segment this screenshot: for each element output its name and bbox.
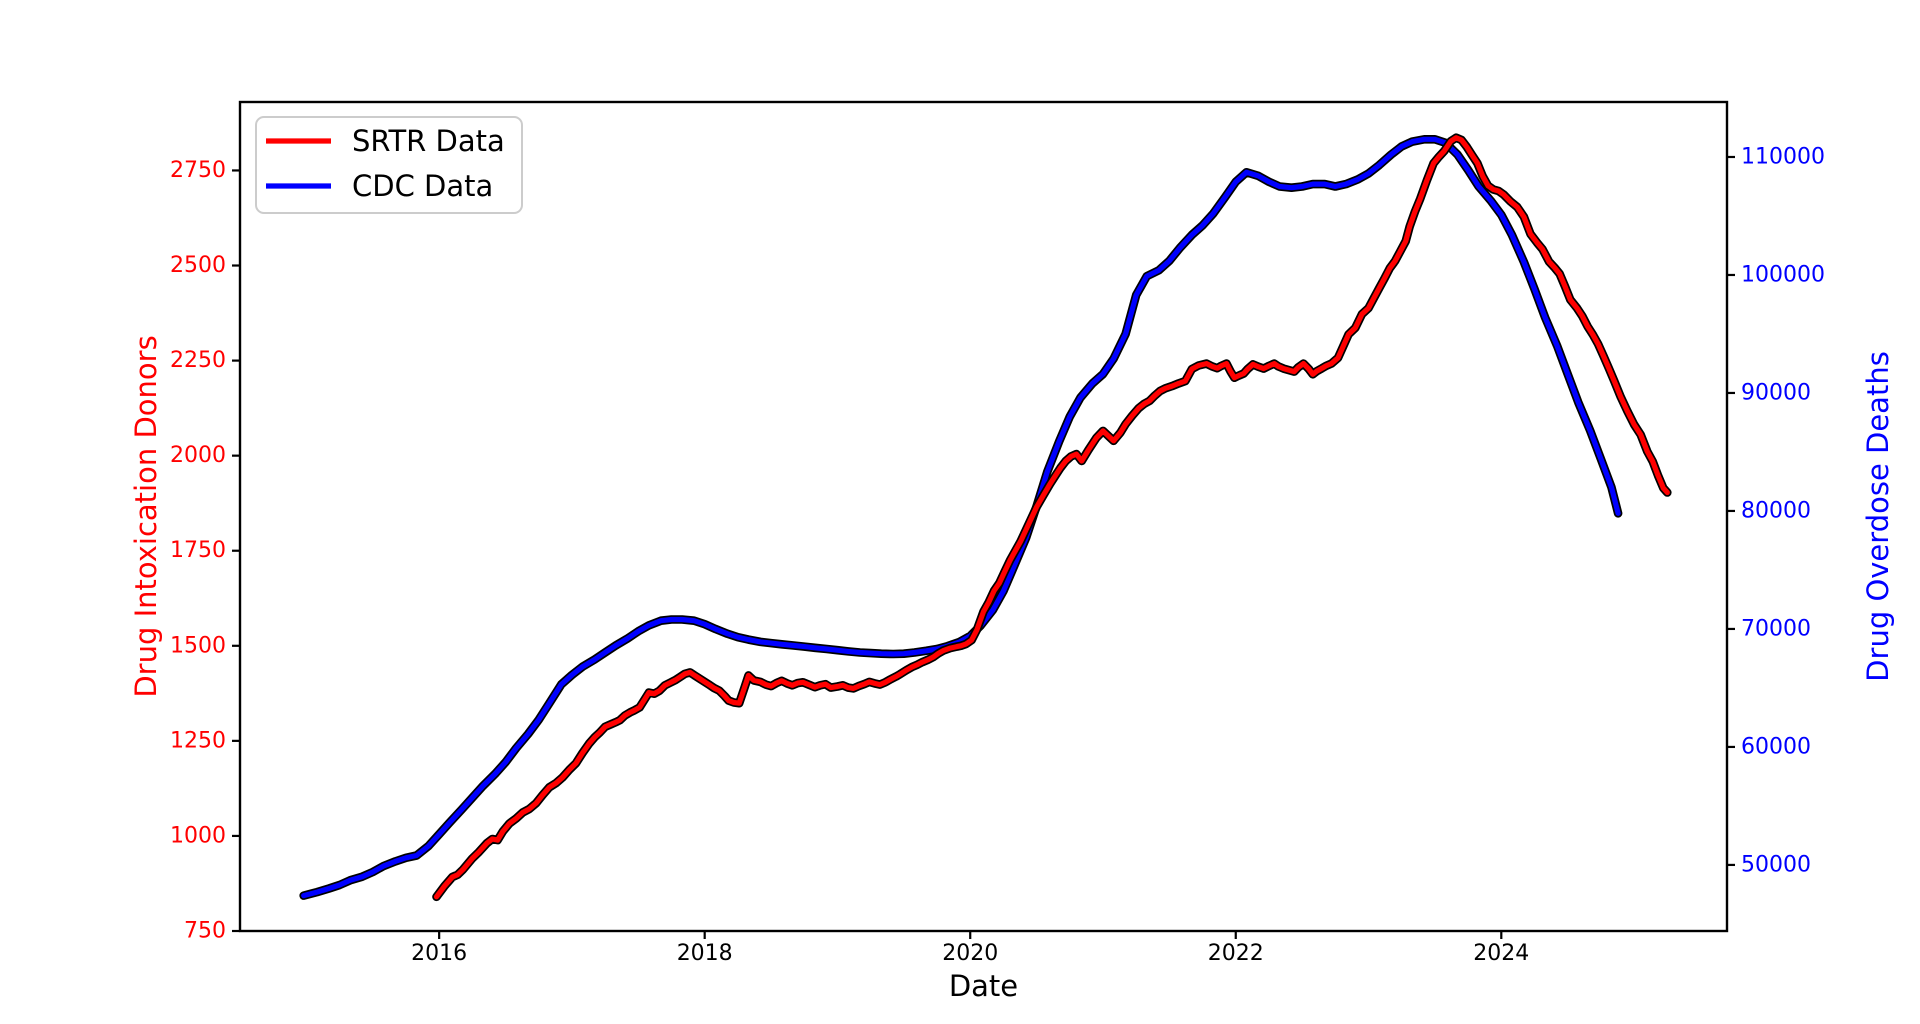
left-axis-tick-label: 2500 (170, 253, 226, 278)
x-axis-tick-label: 2016 (411, 941, 467, 966)
right-axis-tick-label: 70000 (1741, 616, 1811, 641)
left-axis-tick-label: 2000 (170, 443, 226, 468)
right-axis-tick-label: 110000 (1741, 144, 1825, 169)
right-axis-tick-label: 100000 (1741, 262, 1825, 287)
x-axis-tick-label: 2024 (1473, 941, 1529, 966)
right-axis-tick-label: 80000 (1741, 498, 1811, 523)
legend-label-cdc-data: CDC Data (352, 169, 493, 203)
right-axis-label: Drug Overdose Deaths (1861, 351, 1895, 682)
cdc-data-line (301, 136, 1621, 899)
x-axis-tick-label: 2020 (942, 941, 998, 966)
srtr-data-line (433, 135, 1670, 900)
x-axis-label: Date (949, 969, 1018, 1003)
right-axis-tick-label: 60000 (1741, 734, 1811, 759)
left-axis-tick-label: 1000 (170, 823, 226, 848)
left-axis-tick-label: 750 (184, 919, 226, 944)
left-axis-tick-label: 2750 (170, 158, 226, 183)
left-axis-label: Drug Intoxication Donors (129, 335, 163, 697)
left-axis-tick-label: 2250 (170, 348, 226, 373)
legend-label-srtr-data: SRTR Data (352, 124, 505, 158)
x-axis-tick-label: 2018 (677, 941, 733, 966)
left-axis-tick-label: 1500 (170, 633, 226, 658)
plot-border (238, 100, 1729, 933)
right-axis-tick-label: 90000 (1741, 380, 1811, 405)
right-axis-tick-label: 50000 (1741, 852, 1811, 877)
left-axis-tick-label: 1250 (170, 728, 226, 753)
x-axis-tick-label: 2022 (1208, 941, 1264, 966)
left-axis-tick-label: 1750 (170, 538, 226, 563)
